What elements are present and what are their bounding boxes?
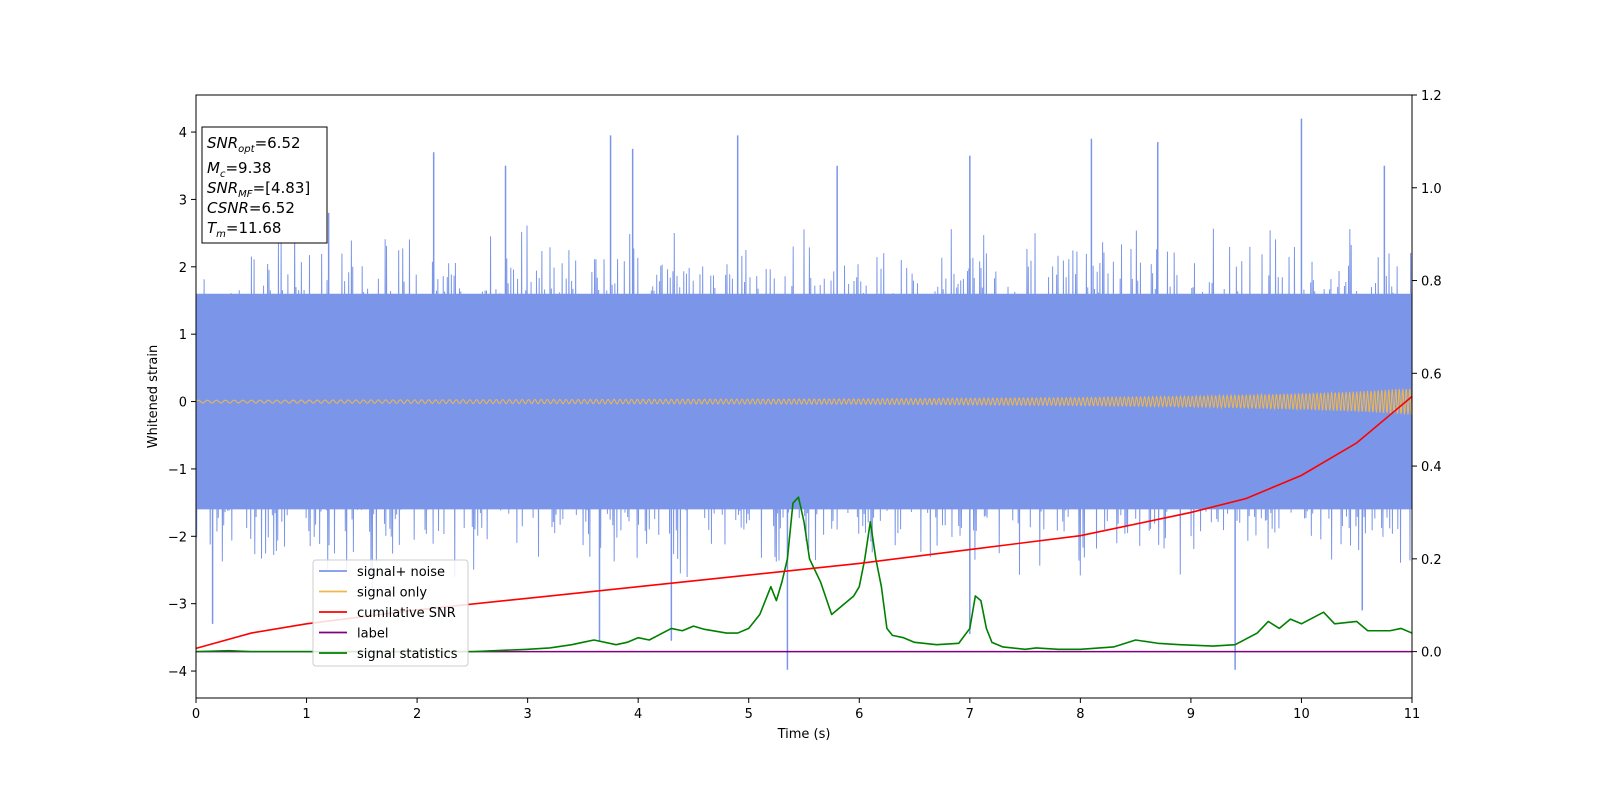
x-tick-label: 5 [745,707,753,722]
x-tick-label: 9 [1187,707,1195,722]
annotation-line: SNRMF=[4.83] [207,179,310,200]
annotation-line: Mc=9.38 [207,159,271,180]
y-left-tick-label: −3 [168,598,187,613]
signal-only-line [195,388,1413,416]
y-left-tick-label: −1 [168,463,187,478]
signal-statistics-series [195,496,1413,653]
legend-label: label [357,627,388,642]
y-left-tick-label: 1 [179,328,187,343]
x-axis-ticks: 0 1 2 3 4 5 6 7 8 9 10 11 [192,698,1420,722]
x-tick-label: 0 [192,707,200,722]
legend-label: signal statistics [357,647,458,662]
x-tick-label: 11 [1404,707,1421,722]
x-tick-label: 1 [302,707,310,722]
signal-statistics-line [195,496,1413,653]
plot-frame [195,94,1413,699]
x-tick-label: 10 [1293,707,1310,722]
legend: signal+ noise signal only cumilative SNR la… [312,559,469,667]
legend-frame [312,559,469,667]
annotation-frame [201,126,328,244]
legend-label: cumilative SNR [357,606,456,621]
y-axis-right-ticks: 0.0 0.2 0.4 0.6 0.8 1.0 1.2 [1412,89,1442,661]
x-tick-label: 6 [855,707,863,722]
annotation-line: SNRopt=6.52 [207,134,301,155]
y-left-tick-label: −4 [168,665,187,680]
y-left-tick-label: −2 [168,530,187,545]
y-right-tick-label: 1.2 [1421,89,1442,104]
y-left-tick-label: 4 [179,126,187,141]
x-tick-label: 7 [966,707,974,722]
x-tick-label: 2 [413,707,421,722]
x-tick-label: 3 [523,707,531,722]
y-right-tick-label: 0.0 [1421,646,1442,661]
signal-only-series [195,388,1413,416]
legend-label: signal only [357,586,427,601]
annotation-line: Tm=11.68 [207,219,281,240]
x-axis-label: Time (s) [777,727,831,742]
x-tick-label: 8 [1076,707,1084,722]
y-right-tick-label: 0.8 [1421,275,1442,290]
annotation-line: CSNR=6.52 [207,199,295,217]
y-right-tick-label: 0.2 [1421,553,1442,568]
y-left-tick-label: 0 [179,396,187,411]
y-left-tick-label: 3 [179,193,187,208]
legend-label: signal+ noise [357,565,445,580]
y-left-tick-label: 2 [179,261,187,276]
y-axis-label: Whitened strain [146,345,161,448]
y-axis-left-ticks: −4 −3 −2 −1 0 1 2 3 4 [168,126,196,680]
signal-noise-line [195,221,1413,589]
y-right-tick-label: 1.0 [1421,182,1442,197]
y-right-tick-label: 0.6 [1421,367,1442,382]
y-right-tick-label: 0.4 [1421,460,1442,475]
x-tick-label: 4 [634,707,642,722]
